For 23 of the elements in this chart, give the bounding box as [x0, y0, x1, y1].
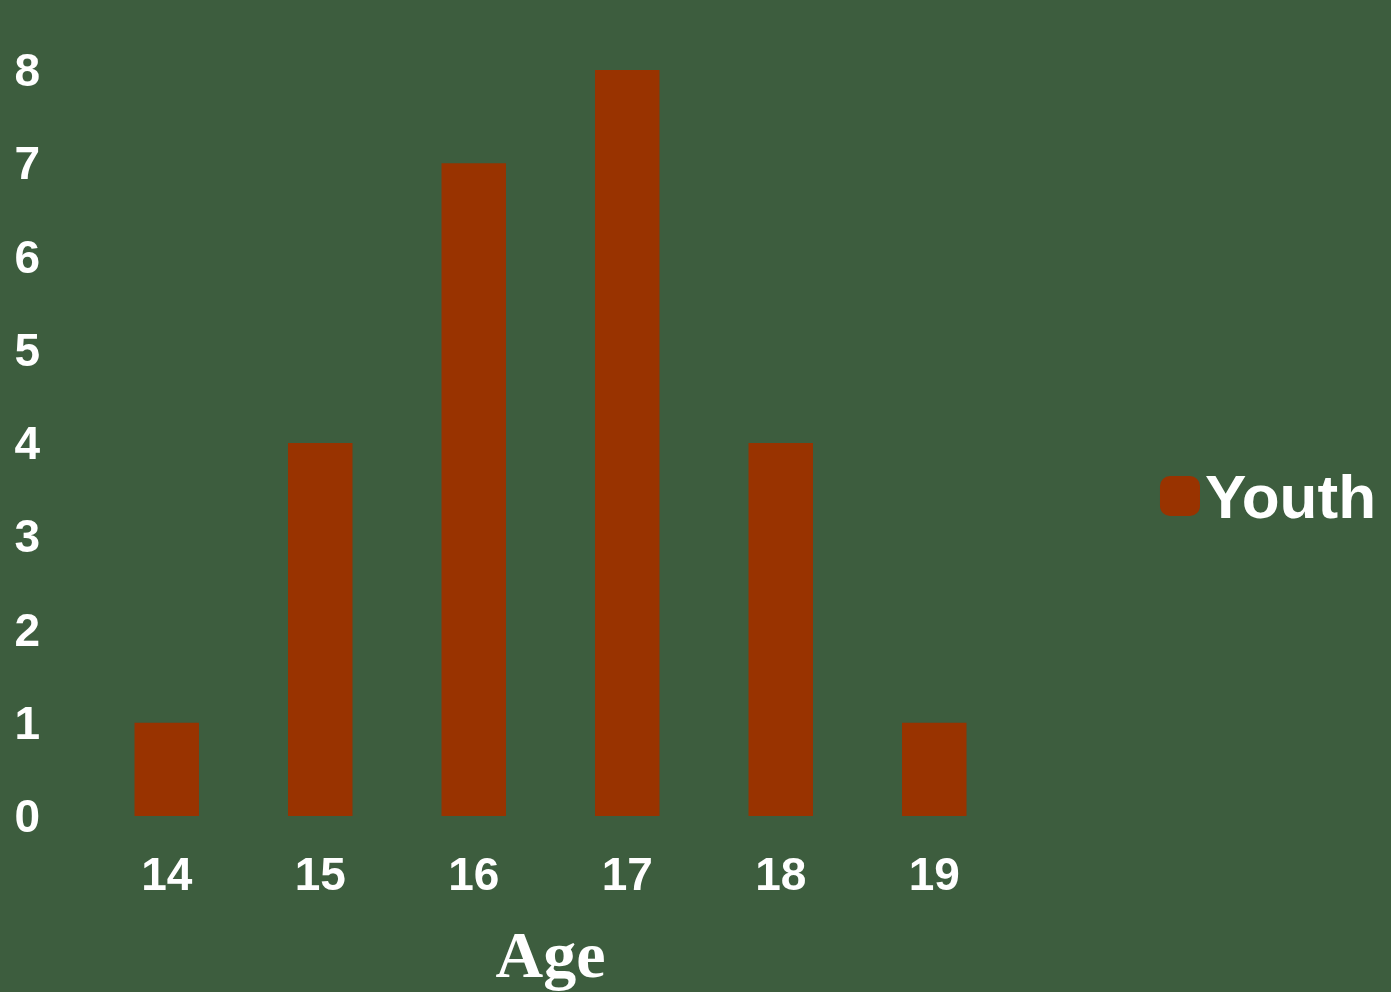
bar: [748, 443, 813, 816]
y-tick-label: 8: [14, 44, 40, 96]
bar: [441, 163, 506, 816]
legend-label: Youth: [1204, 461, 1376, 531]
x-tick-label: 18: [755, 848, 807, 900]
x-tick-label: 19: [908, 848, 960, 900]
x-tick-label: 16: [448, 848, 500, 900]
bar: [595, 70, 660, 816]
y-tick-label: 2: [14, 603, 40, 656]
y-tick-label: 7: [14, 137, 40, 190]
y-tick-label: 1: [14, 696, 40, 749]
y-tick-label: 5: [14, 323, 40, 376]
x-tick-label: 14: [141, 848, 193, 900]
x-tick-label: 15: [294, 848, 346, 900]
bar: [902, 722, 967, 816]
x-tick-label: 17: [601, 848, 653, 900]
y-tick-label: 3: [14, 510, 40, 563]
x-axis-title: Age: [495, 917, 606, 991]
y-tick-label: 6: [14, 230, 40, 283]
bar: [134, 722, 199, 816]
y-tick-label: 0: [14, 790, 40, 842]
bar: [288, 443, 353, 816]
y-tick-label: 4: [14, 417, 41, 469]
